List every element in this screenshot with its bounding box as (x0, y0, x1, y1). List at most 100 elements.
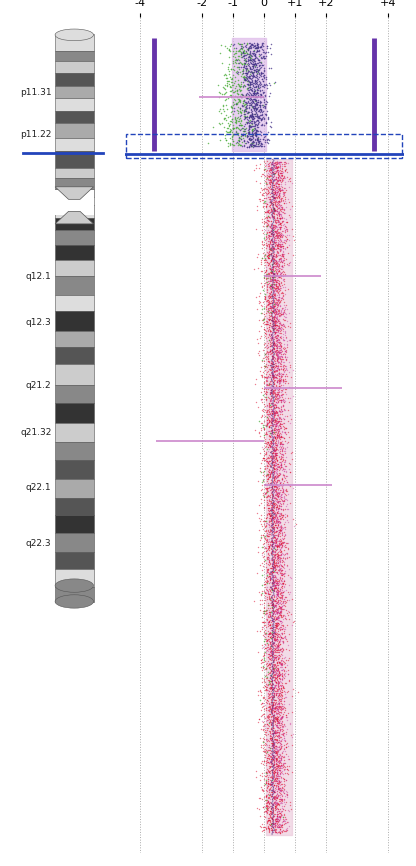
Point (272, 159, 279, 173)
Point (274, 763, 280, 777)
Point (271, 662, 277, 675)
Point (272, 816, 279, 830)
Point (266, 470, 273, 484)
Point (275, 297, 281, 311)
Point (273, 230, 280, 244)
Point (270, 658, 277, 672)
Point (284, 173, 291, 187)
Point (264, 689, 271, 703)
Point (277, 509, 284, 523)
Point (270, 332, 277, 346)
Point (276, 332, 282, 346)
Point (273, 619, 280, 633)
Point (280, 662, 287, 675)
Point (274, 700, 281, 714)
Point (272, 535, 279, 549)
Point (256, 414, 262, 428)
Point (282, 199, 289, 213)
Point (273, 465, 280, 479)
Point (277, 419, 284, 433)
Point (276, 365, 283, 378)
Point (274, 489, 281, 503)
Point (277, 458, 283, 472)
Point (274, 549, 280, 563)
Point (272, 746, 279, 759)
Bar (55, 111, 94, 124)
Point (267, 773, 274, 787)
Point (270, 359, 277, 373)
Point (267, 233, 274, 247)
Point (275, 220, 282, 234)
Point (265, 683, 272, 697)
Point (254, 86, 261, 100)
Point (266, 522, 273, 536)
Point (271, 662, 278, 676)
Point (270, 820, 277, 834)
Point (262, 339, 268, 353)
Point (272, 634, 278, 648)
Point (277, 173, 283, 187)
Point (273, 676, 280, 690)
Point (275, 241, 282, 255)
Point (281, 666, 288, 680)
Point (258, 697, 265, 711)
Point (274, 224, 280, 238)
Point (271, 275, 277, 288)
Point (264, 249, 270, 262)
Point (286, 365, 292, 378)
Point (271, 440, 278, 454)
Point (270, 565, 277, 578)
Point (278, 787, 285, 801)
Point (272, 322, 279, 336)
Point (253, 137, 260, 151)
Point (252, 56, 258, 70)
Point (267, 713, 274, 727)
Point (272, 166, 279, 180)
Point (243, 51, 249, 65)
Point (248, 114, 254, 128)
Point (280, 242, 286, 255)
Point (249, 37, 255, 51)
Point (266, 785, 272, 799)
Point (272, 519, 278, 533)
Point (264, 572, 270, 586)
Point (274, 301, 281, 314)
Point (270, 336, 276, 350)
Point (267, 436, 274, 449)
Point (287, 465, 294, 479)
Point (271, 299, 278, 313)
Point (240, 44, 247, 58)
Bar (55, 99, 94, 111)
Point (277, 211, 283, 225)
Point (253, 105, 260, 119)
Point (272, 320, 278, 334)
Point (268, 495, 275, 509)
Point (278, 538, 285, 552)
Point (276, 252, 282, 266)
Point (278, 702, 285, 716)
Point (265, 734, 272, 747)
Point (270, 350, 277, 364)
Point (275, 248, 282, 262)
Point (250, 84, 257, 98)
Point (263, 228, 270, 242)
Point (274, 607, 280, 621)
Point (270, 811, 276, 824)
Point (276, 160, 283, 174)
Point (275, 255, 282, 269)
Point (254, 52, 261, 66)
Point (275, 676, 282, 690)
Point (277, 352, 283, 366)
Point (280, 190, 286, 204)
Point (283, 257, 290, 271)
Point (245, 42, 252, 55)
Point (267, 781, 273, 795)
Point (275, 539, 282, 553)
Point (281, 277, 287, 291)
Point (265, 184, 272, 198)
Point (275, 639, 281, 653)
Point (268, 253, 275, 267)
Point (270, 169, 277, 183)
Point (271, 653, 278, 667)
Point (258, 298, 264, 312)
